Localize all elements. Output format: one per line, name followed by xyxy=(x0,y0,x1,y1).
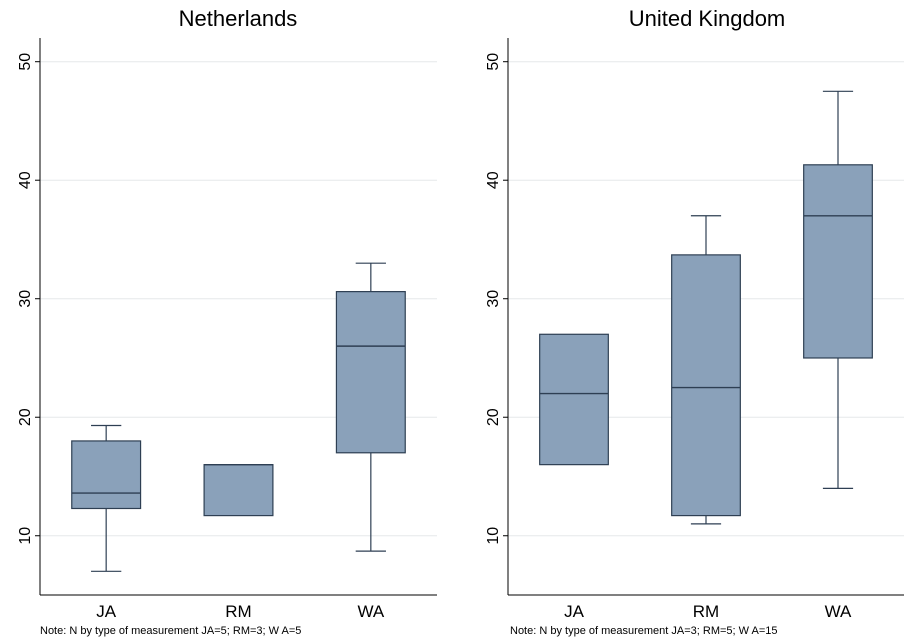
x-tick-label: WA xyxy=(357,602,384,621)
box-ja xyxy=(71,440,142,510)
x-tick-label: JA xyxy=(96,602,117,621)
y-tick-label: 30 xyxy=(485,290,502,308)
y-tick-label: 30 xyxy=(17,290,34,308)
x-tick-label: RM xyxy=(225,602,251,621)
y-tick-label: 10 xyxy=(17,527,34,545)
chart-title: United Kingdom xyxy=(629,6,786,31)
y-tick-label: 50 xyxy=(485,53,502,71)
box-rm xyxy=(203,464,274,517)
x-tick-label: WA xyxy=(825,602,852,621)
y-tick-label: 40 xyxy=(17,171,34,189)
chart-title: Netherlands xyxy=(179,6,298,31)
box-wa xyxy=(803,164,873,359)
x-tick-label: RM xyxy=(693,602,719,621)
chart-note: Note: N by type of measurement JA=5; RM=… xyxy=(40,625,301,637)
y-tick-label: 10 xyxy=(485,527,502,545)
box-wa xyxy=(335,291,406,454)
y-tick-label: 40 xyxy=(485,171,502,189)
box-rm xyxy=(671,254,741,517)
chart-note: Note: N by type of measurement JA=3; RM=… xyxy=(510,625,778,637)
y-tick-label: 50 xyxy=(17,53,34,71)
y-tick-label: 20 xyxy=(17,408,34,426)
box-ja xyxy=(539,333,609,466)
x-tick-label: JA xyxy=(564,602,585,621)
y-tick-label: 20 xyxy=(485,408,502,426)
